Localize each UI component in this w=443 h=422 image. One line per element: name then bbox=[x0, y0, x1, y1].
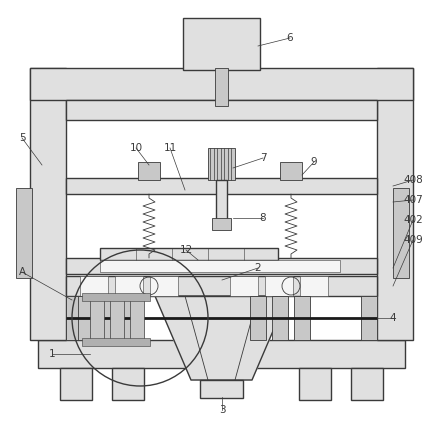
Bar bbox=[30, 68, 66, 340]
Bar bbox=[215, 68, 228, 106]
Bar bbox=[377, 68, 413, 340]
Bar bbox=[200, 380, 243, 398]
Bar bbox=[361, 296, 377, 340]
Bar bbox=[100, 260, 340, 272]
Text: 1: 1 bbox=[49, 349, 55, 359]
Bar bbox=[216, 180, 227, 222]
Bar bbox=[100, 248, 278, 260]
Text: 11: 11 bbox=[163, 143, 177, 153]
Bar bbox=[183, 18, 260, 70]
Text: 408: 408 bbox=[403, 175, 423, 185]
Bar bbox=[300, 276, 328, 296]
Bar bbox=[265, 276, 293, 296]
Bar bbox=[82, 293, 150, 301]
Bar bbox=[230, 276, 258, 296]
Bar bbox=[66, 276, 377, 296]
Text: 7: 7 bbox=[260, 153, 266, 163]
Bar bbox=[78, 296, 94, 340]
Bar bbox=[272, 296, 288, 340]
Bar bbox=[66, 100, 377, 120]
Bar bbox=[115, 276, 143, 296]
Text: 12: 12 bbox=[179, 245, 193, 255]
Bar bbox=[130, 296, 144, 340]
Bar bbox=[66, 258, 377, 274]
Bar bbox=[112, 368, 144, 400]
Bar bbox=[393, 188, 409, 278]
Bar bbox=[208, 148, 235, 180]
Text: 4: 4 bbox=[390, 313, 396, 323]
Bar bbox=[38, 340, 405, 368]
Bar bbox=[60, 368, 92, 400]
Bar bbox=[351, 368, 383, 400]
Text: 8: 8 bbox=[260, 213, 266, 223]
Bar bbox=[16, 188, 32, 278]
Text: 409: 409 bbox=[403, 235, 423, 245]
Bar bbox=[250, 296, 266, 340]
Bar bbox=[30, 68, 413, 100]
Text: 9: 9 bbox=[311, 157, 317, 167]
Bar bbox=[138, 162, 160, 180]
Bar bbox=[280, 162, 302, 180]
Bar bbox=[212, 218, 231, 230]
Polygon shape bbox=[155, 296, 288, 380]
Bar bbox=[150, 276, 178, 296]
Text: 407: 407 bbox=[403, 195, 423, 205]
Bar bbox=[90, 296, 104, 340]
Bar bbox=[122, 296, 138, 340]
Bar bbox=[299, 368, 331, 400]
Text: 3: 3 bbox=[219, 405, 225, 415]
Bar bbox=[100, 296, 116, 340]
Text: 2: 2 bbox=[255, 263, 261, 273]
Text: 402: 402 bbox=[403, 215, 423, 225]
Text: 10: 10 bbox=[129, 143, 143, 153]
Text: A: A bbox=[19, 267, 26, 277]
Bar bbox=[110, 296, 124, 340]
Text: 5: 5 bbox=[19, 133, 25, 143]
Text: 6: 6 bbox=[287, 33, 293, 43]
Bar bbox=[80, 276, 108, 296]
Bar bbox=[294, 296, 310, 340]
Bar bbox=[66, 296, 82, 340]
Bar bbox=[82, 338, 150, 346]
Bar bbox=[66, 178, 377, 194]
